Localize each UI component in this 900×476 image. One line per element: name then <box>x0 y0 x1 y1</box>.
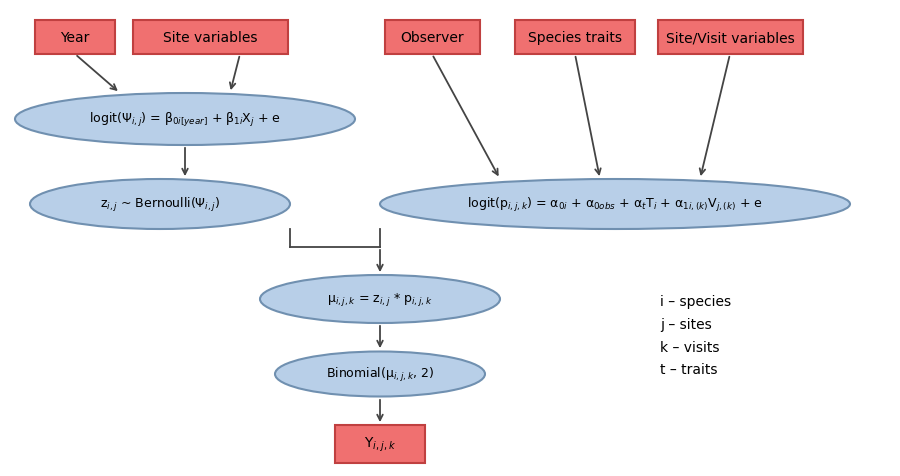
Ellipse shape <box>275 352 485 397</box>
Text: logit(p$_{i,j,k}$) = α$_{0i}$ + α$_{0obs}$ + α$_t$T$_i$ + α$_{1i,(k)}$V$_{j,(k)}: logit(p$_{i,j,k}$) = α$_{0i}$ + α$_{0obs… <box>467 196 763 214</box>
FancyBboxPatch shape <box>384 21 480 55</box>
Text: μ$_{i,j,k}$ = z$_{i,j}$ * p$_{i,j,k}$: μ$_{i,j,k}$ = z$_{i,j}$ * p$_{i,j,k}$ <box>328 291 433 308</box>
Text: Site variables: Site variables <box>163 31 257 45</box>
FancyBboxPatch shape <box>35 21 115 55</box>
FancyBboxPatch shape <box>335 425 425 463</box>
Text: z$_{i,j}$ ~ Bernoulli(Ψ$_{i,j}$): z$_{i,j}$ ~ Bernoulli(Ψ$_{i,j}$) <box>100 196 220 214</box>
Ellipse shape <box>30 179 290 229</box>
Text: Year: Year <box>60 31 90 45</box>
Text: logit(Ψ$_{i,j}$) = β$_{0i[year]}$ + β$_{1i}$X$_j$ + e: logit(Ψ$_{i,j}$) = β$_{0i[year]}$ + β$_{… <box>89 111 281 129</box>
Text: i – species
j – sites
k – visits
t – traits: i – species j – sites k – visits t – tra… <box>660 294 731 377</box>
FancyBboxPatch shape <box>658 21 803 55</box>
Text: Y$_{i,j,k}$: Y$_{i,j,k}$ <box>364 435 396 453</box>
Ellipse shape <box>260 276 500 323</box>
Text: Observer: Observer <box>400 31 464 45</box>
Ellipse shape <box>380 179 850 229</box>
Text: Site/Visit variables: Site/Visit variables <box>666 31 795 45</box>
Text: Binomial(μ$_{i,j,k}$, 2): Binomial(μ$_{i,j,k}$, 2) <box>326 365 434 383</box>
Text: Species traits: Species traits <box>528 31 622 45</box>
FancyBboxPatch shape <box>132 21 287 55</box>
Ellipse shape <box>15 94 355 146</box>
FancyBboxPatch shape <box>515 21 635 55</box>
